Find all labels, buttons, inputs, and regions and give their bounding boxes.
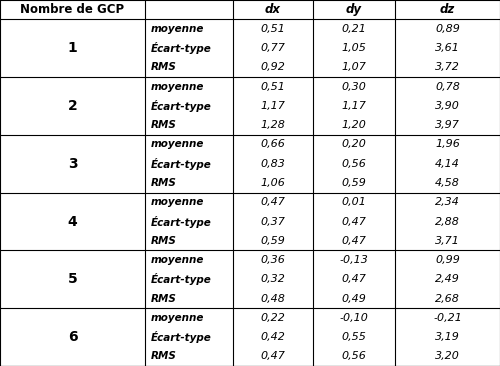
Text: moyenne: moyenne bbox=[151, 139, 204, 149]
Text: 0,01: 0,01 bbox=[342, 197, 366, 207]
Text: 0,30: 0,30 bbox=[342, 82, 366, 92]
Text: 0,55: 0,55 bbox=[342, 332, 366, 342]
Text: 5: 5 bbox=[68, 272, 78, 286]
Text: -0,21: -0,21 bbox=[433, 313, 462, 323]
Text: 0,20: 0,20 bbox=[342, 139, 366, 149]
Text: 0,56: 0,56 bbox=[342, 159, 366, 169]
Text: Écart-type: Écart-type bbox=[151, 42, 212, 54]
Text: 0,59: 0,59 bbox=[342, 178, 366, 188]
Text: moyenne: moyenne bbox=[151, 197, 204, 207]
Text: dz: dz bbox=[440, 3, 455, 16]
Text: 1,17: 1,17 bbox=[260, 101, 285, 111]
Text: 3,61: 3,61 bbox=[435, 43, 460, 53]
Text: 0,89: 0,89 bbox=[435, 24, 460, 34]
Text: 2,88: 2,88 bbox=[435, 217, 460, 227]
Text: 4: 4 bbox=[68, 214, 78, 228]
Text: Nombre de GCP: Nombre de GCP bbox=[20, 3, 124, 16]
Text: 0,32: 0,32 bbox=[260, 274, 285, 284]
Text: 0,51: 0,51 bbox=[260, 82, 285, 92]
Text: 0,37: 0,37 bbox=[260, 217, 285, 227]
Text: Écart-type: Écart-type bbox=[151, 100, 212, 112]
Text: 2,68: 2,68 bbox=[435, 294, 460, 303]
Text: 6: 6 bbox=[68, 330, 78, 344]
Text: RMS: RMS bbox=[151, 294, 177, 303]
Text: moyenne: moyenne bbox=[151, 82, 204, 92]
Text: 2,49: 2,49 bbox=[435, 274, 460, 284]
Text: 0,21: 0,21 bbox=[342, 24, 366, 34]
Text: -0,13: -0,13 bbox=[340, 255, 368, 265]
Text: 0,47: 0,47 bbox=[260, 197, 285, 207]
Text: 0,56: 0,56 bbox=[342, 351, 366, 361]
Text: 1,17: 1,17 bbox=[342, 101, 366, 111]
Text: RMS: RMS bbox=[151, 351, 177, 361]
Text: 2: 2 bbox=[68, 99, 78, 113]
Text: Écart-type: Écart-type bbox=[151, 273, 212, 285]
Text: 0,59: 0,59 bbox=[260, 236, 285, 246]
Text: 1,06: 1,06 bbox=[260, 178, 285, 188]
Text: 0,48: 0,48 bbox=[260, 294, 285, 303]
Text: 0,99: 0,99 bbox=[435, 255, 460, 265]
Text: RMS: RMS bbox=[151, 120, 177, 130]
Text: 1,28: 1,28 bbox=[260, 120, 285, 130]
Text: 0,47: 0,47 bbox=[260, 351, 285, 361]
Text: 1,05: 1,05 bbox=[342, 43, 366, 53]
Text: 0,51: 0,51 bbox=[260, 24, 285, 34]
Text: -0,10: -0,10 bbox=[340, 313, 368, 323]
Text: Écart-type: Écart-type bbox=[151, 216, 212, 228]
Text: moyenne: moyenne bbox=[151, 313, 204, 323]
Text: moyenne: moyenne bbox=[151, 255, 204, 265]
Text: 0,49: 0,49 bbox=[342, 294, 366, 303]
Text: 0,47: 0,47 bbox=[342, 217, 366, 227]
Text: RMS: RMS bbox=[151, 178, 177, 188]
Text: 3,90: 3,90 bbox=[435, 101, 460, 111]
Text: 0,78: 0,78 bbox=[435, 82, 460, 92]
Text: 0,36: 0,36 bbox=[260, 255, 285, 265]
Text: 1,07: 1,07 bbox=[342, 63, 366, 72]
Text: 4,14: 4,14 bbox=[435, 159, 460, 169]
Text: 3,72: 3,72 bbox=[435, 63, 460, 72]
Text: 0,92: 0,92 bbox=[260, 63, 285, 72]
Text: 3: 3 bbox=[68, 157, 78, 171]
Text: 2,34: 2,34 bbox=[435, 197, 460, 207]
Text: 1: 1 bbox=[68, 41, 78, 55]
Text: dy: dy bbox=[346, 3, 362, 16]
Text: 3,20: 3,20 bbox=[435, 351, 460, 361]
Text: 3,19: 3,19 bbox=[435, 332, 460, 342]
Text: 0,42: 0,42 bbox=[260, 332, 285, 342]
Text: Écart-type: Écart-type bbox=[151, 331, 212, 343]
Text: Écart-type: Écart-type bbox=[151, 158, 212, 170]
Text: 1,96: 1,96 bbox=[435, 139, 460, 149]
Text: 0,77: 0,77 bbox=[260, 43, 285, 53]
Text: moyenne: moyenne bbox=[151, 24, 204, 34]
Text: 1,20: 1,20 bbox=[342, 120, 366, 130]
Text: RMS: RMS bbox=[151, 236, 177, 246]
Text: 0,47: 0,47 bbox=[342, 274, 366, 284]
Text: dx: dx bbox=[264, 3, 280, 16]
Text: 0,22: 0,22 bbox=[260, 313, 285, 323]
Text: 0,47: 0,47 bbox=[342, 236, 366, 246]
Text: 3,71: 3,71 bbox=[435, 236, 460, 246]
Text: RMS: RMS bbox=[151, 63, 177, 72]
Text: 4,58: 4,58 bbox=[435, 178, 460, 188]
Text: 0,83: 0,83 bbox=[260, 159, 285, 169]
Text: 0,66: 0,66 bbox=[260, 139, 285, 149]
Text: 3,97: 3,97 bbox=[435, 120, 460, 130]
